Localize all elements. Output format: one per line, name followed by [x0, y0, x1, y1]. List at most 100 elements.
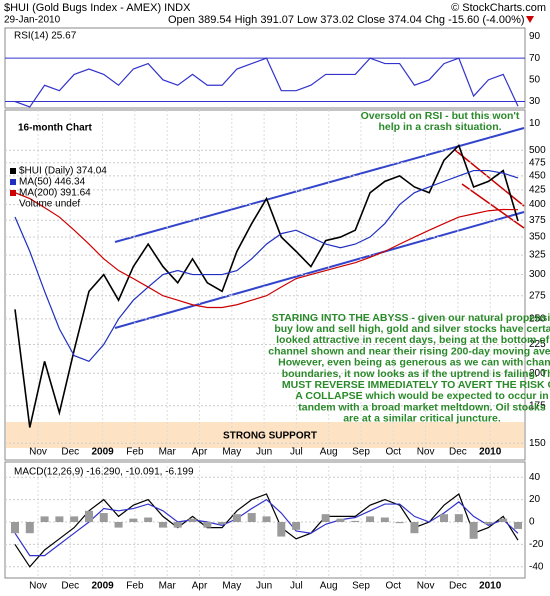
histogram-bar: [25, 522, 34, 534]
annotation: Oversold on RSI - but this won't: [361, 110, 520, 122]
series-line: [14, 192, 519, 309]
x-tick-label: Nov: [29, 581, 47, 592]
y-tick-label: 475: [529, 157, 546, 168]
y-tick-label: 200: [529, 368, 546, 379]
histogram-bar: [292, 522, 301, 530]
legend-label: $HUI (Daily) 374.04: [19, 166, 107, 177]
macd-frame: [4, 461, 526, 579]
support-label: STRONG SUPPORT: [223, 431, 317, 442]
y-tick-label: 50: [529, 74, 541, 85]
y-tick-label: 325: [529, 250, 546, 261]
legend-swatch: [10, 168, 16, 174]
x-tick-label: Jun: [256, 581, 272, 592]
y-tick-label: 0: [529, 517, 535, 528]
y-tick-label: 70: [529, 53, 541, 64]
series-line: [14, 57, 519, 108]
y-tick-label: 350: [529, 232, 546, 243]
legend-label: MA(200) 391.64: [19, 188, 91, 199]
x-tick-label: Feb: [126, 581, 144, 592]
header-ohlc: Open 389.54 High 391.07 Low 373.02 Close…: [168, 14, 525, 26]
histogram-bar: [203, 522, 212, 528]
histogram-bar: [366, 516, 375, 522]
histogram-bar: [84, 510, 93, 522]
histogram-bar: [40, 516, 49, 522]
annotation: are at a similar critical juncture.: [343, 413, 501, 425]
histogram-bar: [99, 513, 108, 522]
y-tick-label: 300: [529, 269, 546, 280]
y-tick-label: 450: [529, 171, 546, 182]
x-tick-label: Jul: [290, 581, 303, 592]
legend-label: Volume undef: [19, 199, 80, 210]
y-tick-label: 90: [529, 31, 541, 42]
channel-lines: [114, 127, 525, 329]
y-tick-label: 275: [529, 290, 546, 301]
annotation: MUST REVERSE IMMEDIATELY TO AVERT THE RI…: [282, 379, 550, 391]
panel-title: MACD(12,26,9) -16.290, -10.091, -6.199: [14, 467, 194, 478]
y-tick-label: 425: [529, 184, 546, 195]
histogram-bar: [277, 522, 286, 537]
x-tick-label: Feb: [126, 447, 144, 458]
histogram-bar: [129, 518, 138, 522]
annotation: looked attractive in recent days, being …: [276, 334, 550, 346]
x-tick-label: May: [222, 447, 241, 458]
x-tick-label: Nov: [417, 581, 435, 592]
y-tick-label: -40: [529, 561, 544, 572]
x-tick-label: 2010: [479, 581, 502, 592]
x-tick-label: Mar: [159, 581, 177, 592]
x-tick-label: Dec: [449, 447, 467, 458]
histogram-bar: [410, 522, 419, 534]
header-date: 29-Jan-2010: [4, 15, 61, 26]
source: © StockCharts.com: [451, 2, 546, 14]
legend-swatch: [10, 179, 16, 185]
series-line: [14, 498, 519, 557]
y-tick-label: 150: [529, 438, 546, 449]
histogram-bar: [351, 520, 360, 522]
lower-channel: [114, 211, 525, 329]
x-tick-label: Apr: [192, 447, 208, 458]
y-tick-label: 10: [529, 118, 541, 129]
annotation: tandem with a broad market meltdown. Oil…: [298, 401, 546, 413]
histogram-bar: [440, 514, 449, 522]
x-tick-label: Jun: [256, 447, 272, 458]
y-tick-label: 175: [529, 400, 546, 411]
y-tick-label: 40: [529, 472, 541, 483]
header-title: $HUI (Gold Bugs Index - AMEX) INDX: [4, 2, 191, 14]
x-tick-label: Aug: [320, 581, 338, 592]
annotation: However, even being as generous as we ca…: [278, 357, 550, 369]
panel-title: 16-month Chart: [18, 123, 93, 134]
annotation: help in a crash situation.: [378, 121, 501, 133]
histogram-bar: [158, 522, 167, 528]
histogram-bar: [188, 518, 197, 522]
histogram-bar: [514, 522, 522, 529]
histogram-bar: [380, 517, 389, 522]
histogram-bar: [173, 522, 182, 528]
series-line: [14, 143, 519, 428]
histogram-bar: [454, 514, 463, 522]
red-channel-top: [454, 149, 525, 207]
x-tick-label: Apr: [192, 581, 208, 592]
histogram-bar: [247, 513, 256, 522]
histogram-bar: [499, 518, 508, 522]
annotation: A COLLAPSE which would be expected to oc…: [295, 390, 548, 402]
histogram-bar: [55, 516, 64, 522]
x-tick-label: May: [222, 581, 241, 592]
histogram-bar: [232, 514, 241, 522]
y-tick-label: 20: [529, 494, 541, 505]
annotation: buy low and sell high, gold and silver s…: [274, 323, 550, 335]
y-tick-label: 375: [529, 215, 546, 226]
histogram-bar: [70, 516, 79, 522]
histogram-bar: [144, 517, 153, 522]
x-tick-label: Dec: [449, 581, 467, 592]
annotation: channel shown and near their rising 200-…: [268, 345, 550, 357]
rsi-frame: [4, 27, 526, 109]
x-tick-label: Dec: [61, 447, 79, 458]
histogram-bar: [262, 516, 271, 522]
x-tick-label: Aug: [320, 447, 338, 458]
y-tick-label: 30: [529, 96, 541, 107]
x-tick-label: 2009: [91, 581, 114, 592]
histogram-bar: [218, 522, 227, 525]
x-tick-label: 2010: [479, 447, 502, 458]
x-tick-label: Sep: [352, 447, 370, 458]
